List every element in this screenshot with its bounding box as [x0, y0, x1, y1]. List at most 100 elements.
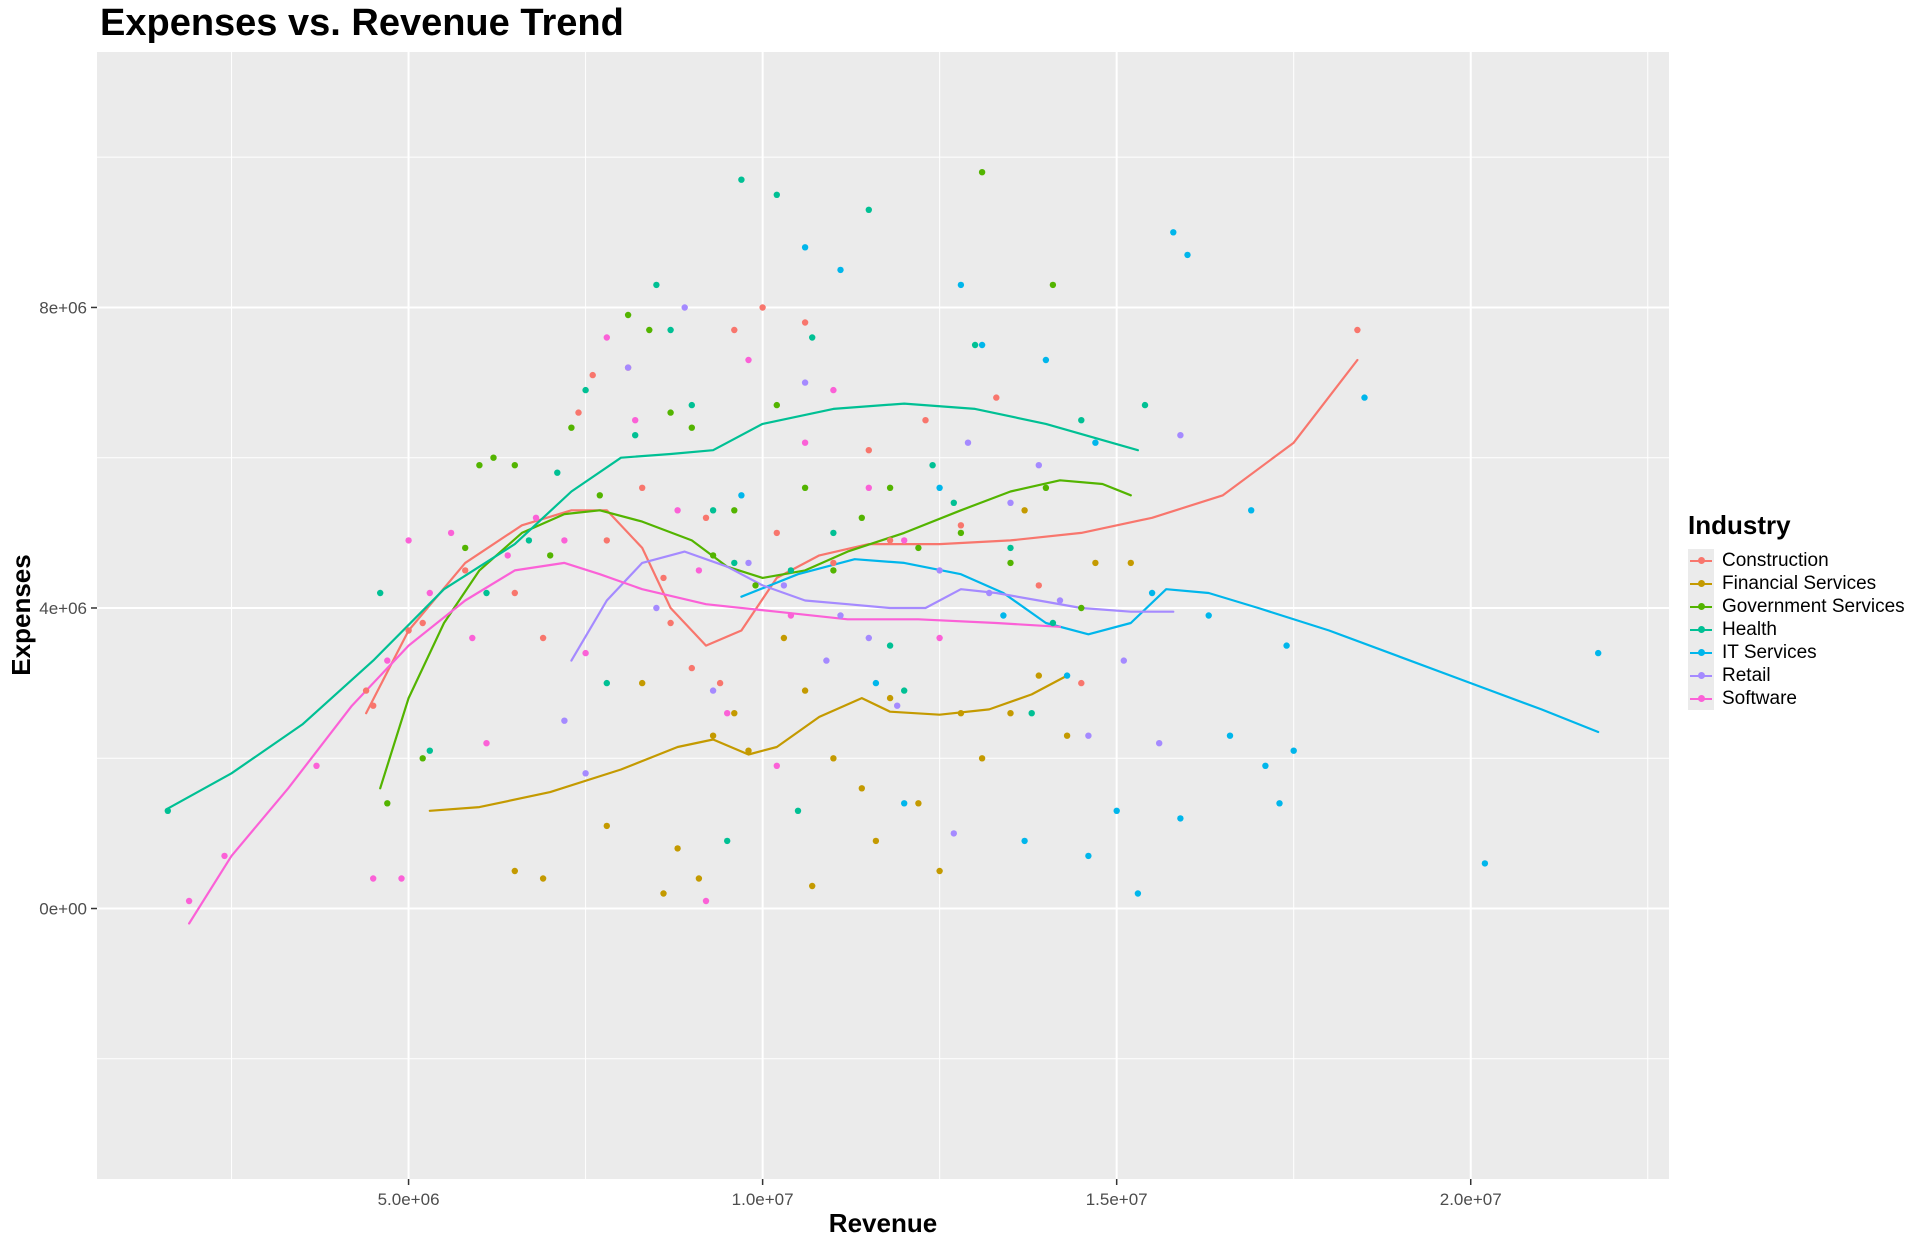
data-point-construction [922, 417, 929, 424]
data-point-retail [1156, 740, 1163, 747]
data-point-retail [936, 567, 943, 574]
data-point-financial-services [709, 732, 717, 739]
legend-key-retail [1688, 664, 1714, 687]
data-point-construction [1078, 679, 1085, 687]
data-point-retail [823, 657, 830, 664]
data-point-health [1078, 417, 1085, 424]
data-point-health [971, 341, 979, 349]
y-tick-label: 4e+06 [39, 599, 87, 618]
data-point-retail [1056, 597, 1064, 604]
data-point-it-services [801, 244, 809, 251]
trend-lines [166, 358, 1600, 925]
data-point-financial-services [660, 890, 667, 897]
data-point-construction [702, 514, 710, 521]
data-point-financial-services [1092, 559, 1099, 567]
data-point-health [554, 469, 561, 476]
data-point-construction [759, 304, 766, 311]
data-point-retail [964, 439, 972, 446]
data-point-software [582, 649, 589, 657]
data-point-government-services [1042, 484, 1050, 491]
data-point-health [688, 401, 695, 409]
data-point-government-services [752, 582, 759, 589]
data-point-software [695, 567, 703, 574]
legend-key-dot [1698, 580, 1705, 587]
data-point-financial-services [511, 867, 518, 875]
data-point-retail [894, 702, 901, 709]
data-point-construction [370, 702, 377, 709]
data-point-financial-services [801, 687, 809, 694]
data-point-retail [653, 604, 660, 612]
data-point-government-services [568, 424, 575, 431]
legend-key-dot [1698, 603, 1705, 610]
data-point-software [370, 875, 377, 882]
data-point-it-services [1205, 612, 1212, 619]
data-point-financial-services [936, 867, 943, 875]
data-point-government-services [731, 507, 738, 514]
data-point-software [447, 529, 455, 537]
data-point-construction [419, 619, 426, 627]
data-point-health [724, 837, 731, 845]
data-point-financial-services [872, 837, 880, 845]
data-point-construction [731, 326, 738, 334]
data-point-it-services [978, 341, 986, 349]
data-point-health [1141, 401, 1149, 409]
legend-key-construction [1688, 549, 1714, 572]
data-point-retail [837, 612, 844, 619]
data-point-financial-services [695, 875, 703, 882]
y-tick-label: 8e+06 [39, 298, 87, 317]
data-point-it-services [1148, 589, 1156, 597]
legend-key-dot [1698, 672, 1705, 679]
data-point-financial-services [603, 822, 610, 830]
trend-line-software [188, 561, 1062, 925]
data-point-software [724, 710, 731, 717]
data-point-retail [1177, 432, 1184, 439]
data-point-health [164, 807, 171, 814]
data-point-health [901, 687, 908, 694]
data-point-government-services [384, 800, 391, 807]
data-point-construction [405, 627, 412, 634]
data-point-it-services [872, 679, 880, 687]
data-point-financial-services [886, 694, 894, 702]
data-point-government-services [709, 552, 717, 559]
data-point-construction [660, 574, 667, 582]
data-point-financial-services [745, 747, 752, 754]
data-point-software [469, 634, 476, 642]
data-point-health [830, 529, 837, 537]
data-point-construction [1035, 582, 1043, 589]
data-point-it-services [837, 266, 844, 274]
data-point-retail [780, 582, 788, 589]
data-point-it-services [1595, 649, 1602, 657]
legend-items: Construction Financial Services Government… [1688, 549, 1905, 710]
data-point-government-services [1007, 559, 1014, 567]
data-point-it-services [1113, 807, 1120, 814]
legend-key-dot [1698, 626, 1705, 633]
trend-line-retail [570, 550, 1175, 662]
data-point-retail [1035, 462, 1043, 469]
data-point-it-services [1170, 229, 1177, 236]
data-point-it-services [936, 484, 943, 491]
data-point-government-services [915, 544, 922, 552]
legend-key-software [1688, 687, 1714, 710]
legend-label: IT Services [1722, 641, 1817, 663]
data-point-construction [801, 319, 809, 326]
data-point-health [632, 432, 639, 439]
data-point-software [483, 740, 490, 747]
legend-item-government-services: Government Services [1688, 595, 1905, 618]
x-tick-label: 1.5e+07 [1086, 1190, 1148, 1209]
data-point-it-services [1021, 837, 1028, 845]
data-point-financial-services [915, 800, 922, 807]
data-point-retail [1007, 499, 1014, 506]
data-point-health [809, 334, 816, 341]
data-point-government-services [830, 567, 837, 574]
data-point-construction [993, 394, 1000, 401]
data-point-software [936, 634, 943, 642]
data-point-software [398, 875, 405, 882]
data-point-financial-services [809, 882, 816, 890]
data-point-retail [950, 830, 957, 837]
data-point-health [582, 386, 589, 394]
data-point-it-services [1226, 732, 1234, 739]
data-point-it-services [738, 492, 745, 499]
data-point-government-services [646, 326, 653, 334]
data-point-financial-services [1127, 559, 1135, 567]
data-points [164, 169, 1602, 905]
